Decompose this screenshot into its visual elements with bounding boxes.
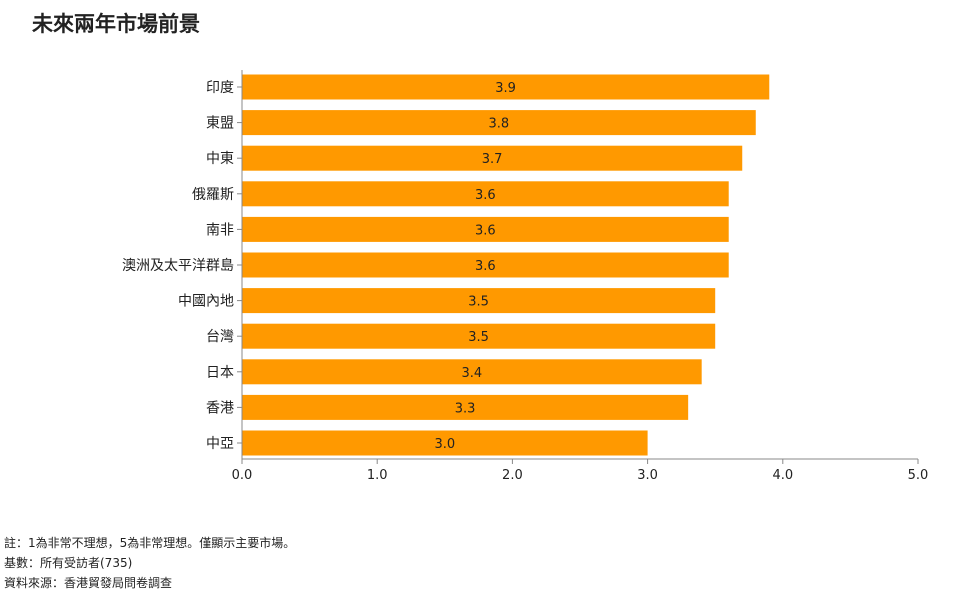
category-label: 中亞: [206, 436, 234, 452]
bar-9: [242, 394, 689, 420]
value-labels: 3.9 3.8 3.7 3.6 3.6 3.6 3.5 3.5 3.4 3.3 3.0: [434, 81, 516, 452]
data-label: 3.6: [475, 188, 496, 203]
x-tick-label: 2.0: [502, 468, 523, 483]
data-label: 3.9: [495, 81, 516, 96]
bar-10: [242, 430, 648, 456]
bar-7: [242, 323, 716, 349]
x-tick-label: 5.0: [908, 468, 929, 483]
footnote-base: 基數：所有受訪者(735): [4, 556, 133, 570]
category-label: 東盟: [206, 116, 234, 132]
bar-3: [242, 181, 729, 207]
bars-group: [242, 74, 770, 456]
category-label: 俄羅斯: [192, 187, 234, 203]
x-tick-label: 1.0: [367, 468, 388, 483]
data-label: 3.6: [475, 223, 496, 238]
category-label: 印度: [206, 80, 234, 96]
category-label: 中國內地: [178, 294, 234, 310]
data-label: 3.3: [455, 401, 476, 416]
bar-0: [242, 74, 770, 100]
category-label: 日本: [206, 365, 234, 381]
data-label: 3.8: [489, 117, 510, 132]
bar-4: [242, 216, 729, 242]
data-label: 3.4: [461, 366, 482, 381]
category-label: 南非: [206, 222, 234, 238]
chart-title: 未來兩年市場前景: [32, 12, 200, 36]
category-label: 澳洲及太平洋群島: [122, 258, 234, 274]
x-tick-label: 3.0: [637, 468, 658, 483]
category-label: 香港: [206, 400, 234, 416]
data-label: 3.7: [482, 152, 503, 167]
footnotes: 註：1為非常不理想，5為非常理想。僅顯示主要市場。 基數：所有受訪者(735) …: [4, 533, 295, 593]
data-label: 3.0: [434, 437, 455, 452]
axes: 0.0 1.0 2.0 3.0 4.0 5.0: [232, 70, 929, 483]
footnote-source: 資料來源：香港貿發局問卷調查: [4, 576, 173, 590]
x-tick-label: 4.0: [772, 468, 793, 483]
footnote-remark: 註：1為非常不理想，5為非常理想。僅顯示主要市場。: [4, 536, 296, 550]
bar-2: [242, 145, 743, 171]
x-tick-label: 0.0: [232, 468, 253, 483]
bar-1: [242, 110, 756, 136]
bar-5: [242, 252, 729, 278]
data-label: 3.5: [468, 330, 489, 345]
category-label: 台灣: [206, 329, 234, 345]
category-label: 中東: [206, 151, 234, 167]
data-label: 3.6: [475, 259, 496, 274]
data-label: 3.5: [468, 295, 489, 310]
bar-6: [242, 288, 716, 314]
bar-8: [242, 359, 702, 385]
